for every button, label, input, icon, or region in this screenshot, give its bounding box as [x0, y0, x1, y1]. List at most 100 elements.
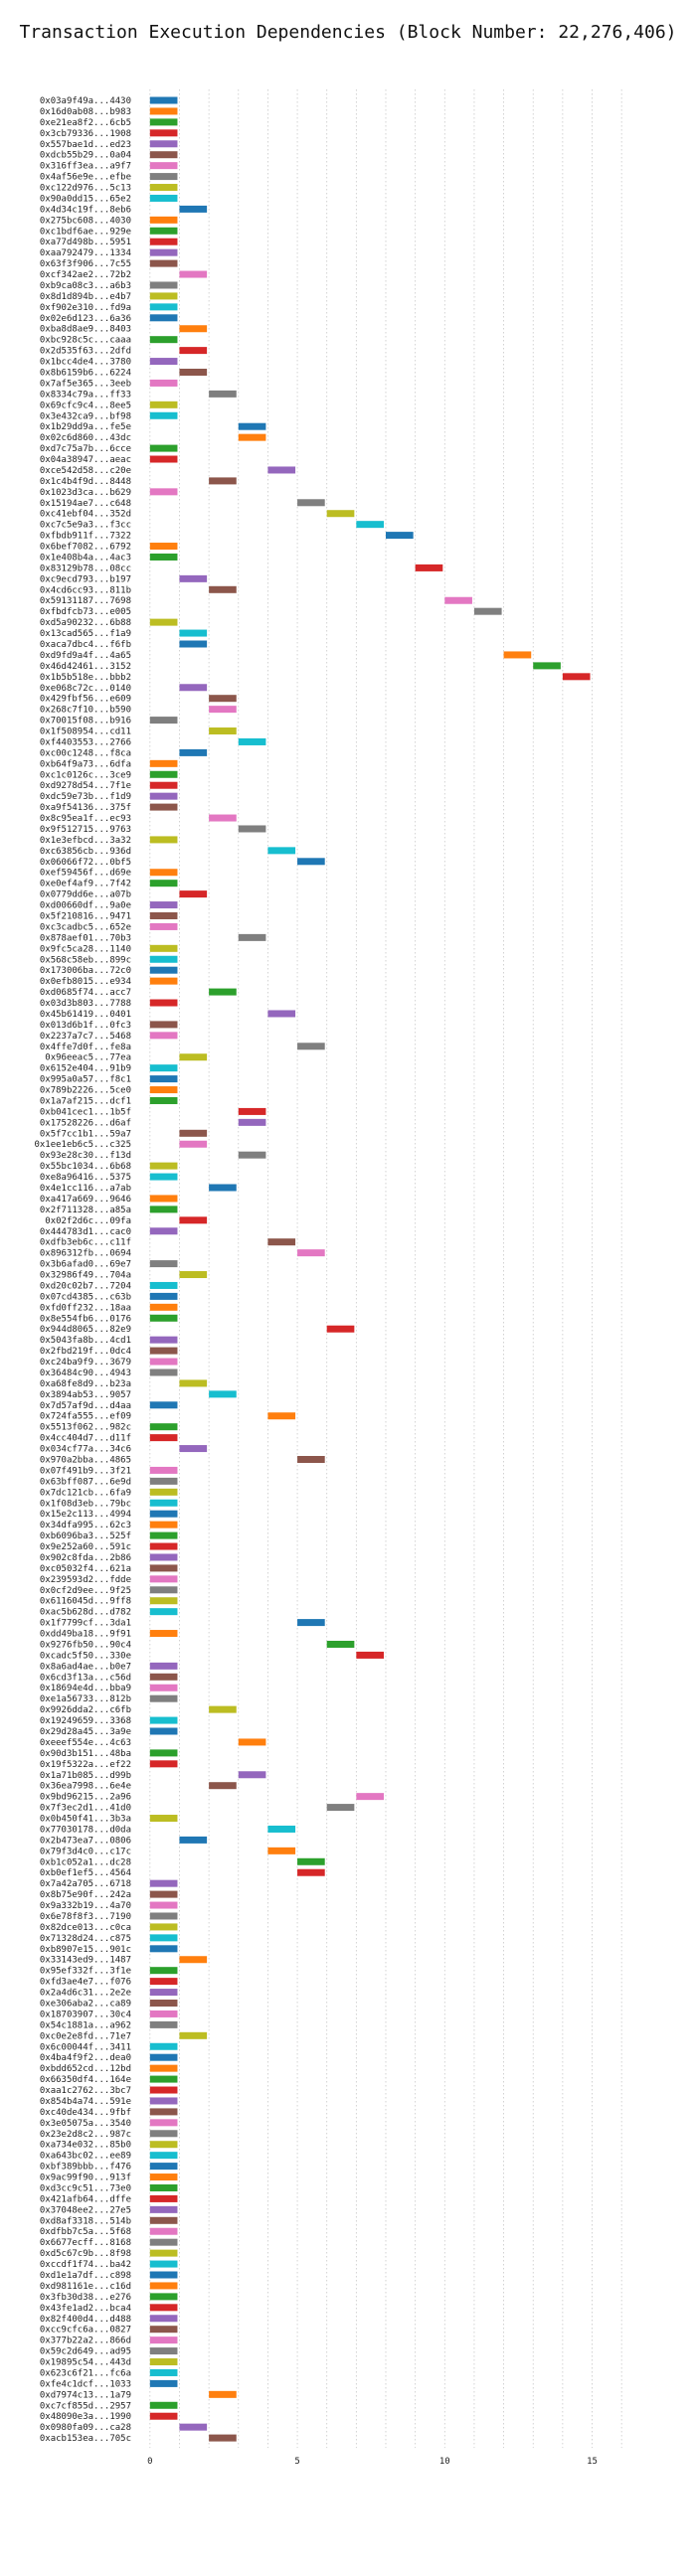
transaction-hash-label: 0xcc9cfc6a...0827 [40, 2326, 131, 2335]
transaction-hash-label: 0x19f5322a...ef22 [40, 1760, 131, 1770]
transaction-hash-label: 0xa68fe8d9...b23a [40, 1379, 131, 1389]
transaction-bar [238, 737, 266, 745]
transaction-bar [149, 2020, 178, 2028]
transaction-bar [209, 585, 237, 593]
transaction-hash-label: 0xacb153ea...705c [40, 2434, 131, 2444]
transaction-bar [149, 1901, 178, 1909]
transaction-bar [149, 1303, 178, 1311]
transaction-hash-label: 0xce542d58...c20e [40, 466, 131, 476]
transaction-bar [149, 955, 178, 963]
transaction-hash-label: 0x034cf77a...34c6 [40, 1445, 131, 1455]
transaction-hash-label: 0xa9f54136...375f [40, 803, 131, 813]
transaction-hash-label: 0x79f3d4c0...c17c [40, 1847, 131, 1856]
transaction-hash-label: 0x239593d2...fdde [40, 1575, 131, 1585]
transaction-bar [149, 151, 178, 159]
transaction-bar [297, 1857, 325, 1865]
transaction-bar [149, 444, 178, 452]
transaction-hash-label: 0xd00660df...9a0e [40, 901, 131, 911]
transaction-hash-label: 0x8b75e90f...242a [40, 1890, 131, 1900]
transaction-hash-label: 0x1b5b518e...bbb2 [40, 673, 131, 683]
transaction-hash-label: 0x896312fb...0694 [40, 1249, 131, 1259]
transaction-bar [149, 314, 178, 322]
transaction-hash-label: 0xc1c0126c...3ce9 [40, 770, 131, 780]
transaction-hash-label: 0x623c6f21...fc6a [40, 2368, 131, 2378]
transaction-hash-label: 0x2237a7c7...5468 [40, 1032, 131, 1042]
transaction-hash-label: 0x8334c79a...ff33 [40, 390, 131, 400]
transaction-hash-label: 0x4ba4f9f2...dea0 [40, 2053, 131, 2063]
transaction-hash-label: 0x6e78f8f3...7190 [40, 1912, 131, 1922]
transaction-hash-label: 0x1f7799cf...3da1 [40, 1619, 131, 1629]
transaction-hash-label: 0x69cfc9c4...8ee5 [40, 401, 131, 410]
chart-title: Transaction Execution Dependencies (Bloc… [19, 22, 677, 43]
transaction-hash-label: 0x04a38947...aeac [40, 455, 131, 465]
transaction-hash-label: 0xaa1c2762...3bc7 [40, 2086, 131, 2096]
transaction-hash-label: 0x23e2d8c2...987c [40, 2130, 131, 2140]
transaction-hash-label: 0xd7c75a7b...6cce [40, 444, 131, 454]
transaction-bar [149, 922, 178, 930]
transaction-bar [149, 118, 178, 126]
transaction-bar [267, 847, 296, 855]
transaction-hash-label: 0x59131187...7698 [40, 596, 131, 606]
transaction-bar [356, 1793, 384, 1801]
transaction-bar [149, 1260, 178, 1268]
transaction-hash-label: 0x944d8065...82e9 [40, 1325, 131, 1335]
transaction-bar [149, 1662, 178, 1670]
y-tick-labels: 0x03a9f49a...44300x16d0ab08...b9830xe21e… [34, 96, 131, 2444]
transaction-bar [297, 1249, 325, 1257]
transaction-bar [356, 521, 384, 529]
transaction-bar [149, 2379, 178, 2387]
transaction-bar [238, 422, 266, 430]
transaction-bar [267, 466, 296, 474]
transaction-hash-label: 0xe306aba2...ca89 [40, 2000, 131, 2010]
transaction-hash-label: 0xbf389bbb...f476 [40, 2163, 131, 2173]
transaction-hash-label: 0x36ea7998...6e4e [40, 1782, 131, 1792]
transaction-bar [149, 553, 178, 561]
transaction-bar [149, 292, 178, 300]
transaction-bar [149, 1521, 178, 1529]
transaction-hash-label: 0xa417a669...9646 [40, 1195, 131, 1205]
transaction-bar [326, 510, 355, 518]
transaction-bar [149, 2326, 178, 2334]
transaction-hash-label: 0xc00c1248...f8ca [40, 748, 131, 758]
transaction-bar [179, 270, 208, 278]
transaction-hash-label: 0x2fbd219f...0dc4 [40, 1347, 131, 1357]
transaction-bar [149, 238, 178, 245]
transaction-hash-label: 0x557bae1d...ed23 [40, 140, 131, 150]
transaction-hash-label: 0xac5b628d...d782 [40, 1608, 131, 1618]
transaction-bar [149, 618, 178, 626]
transaction-bar [149, 1727, 178, 1735]
transaction-bar [149, 717, 178, 724]
transaction-hash-label: 0xcadc5f50...330e [40, 1651, 131, 1661]
transaction-bar [149, 1336, 178, 1344]
transaction-hash-label: 0x59c2d649...ad95 [40, 2347, 131, 2357]
transaction-hash-label: 0xccdf1f74...ba42 [40, 2260, 131, 2270]
transaction-hash-label: 0x8e554fb6...0176 [40, 1314, 131, 1324]
transaction-hash-label: 0x8a6ad4ae...b0e7 [40, 1662, 131, 1672]
transaction-hash-label: 0xa77d498b...5951 [40, 238, 131, 247]
transaction-hash-label: 0xc24ba9f9...3679 [40, 1358, 131, 1368]
transaction-bar [149, 2304, 178, 2312]
transaction-bar [149, 162, 178, 170]
transaction-bar [179, 1140, 208, 1148]
transaction-hash-label: 0x9bd96215...2a96 [40, 1793, 131, 1803]
transaction-bar [179, 1956, 208, 1964]
transaction-bar [149, 107, 178, 115]
transaction-bar [149, 1466, 178, 1474]
transaction-bar [444, 596, 472, 604]
transaction-bar [209, 727, 237, 735]
transaction-bar [149, 2097, 178, 2105]
transaction-bar [356, 1651, 384, 1659]
transaction-hash-label: 0x0779dd6e...a07b [40, 890, 131, 900]
transaction-hash-label: 0x9f512715...9763 [40, 825, 131, 835]
transaction-hash-label: 0x63bff087...6e9d [40, 1477, 131, 1487]
transaction-bar [149, 2010, 178, 2017]
transaction-hash-label: 0x82dce013...c0ca [40, 1923, 131, 1933]
transaction-hash-label: 0x1bcc4de4...3780 [40, 358, 131, 368]
transaction-bar [179, 205, 208, 213]
transaction-hash-label: 0x1f508954...cd11 [40, 727, 131, 737]
transaction-bar [149, 140, 178, 148]
transaction-hash-label: 0xc7c5e9a3...f3cc [40, 521, 131, 531]
transaction-bar [267, 1847, 296, 1854]
transaction-bar [149, 2108, 178, 2116]
transaction-bar [267, 1412, 296, 1420]
